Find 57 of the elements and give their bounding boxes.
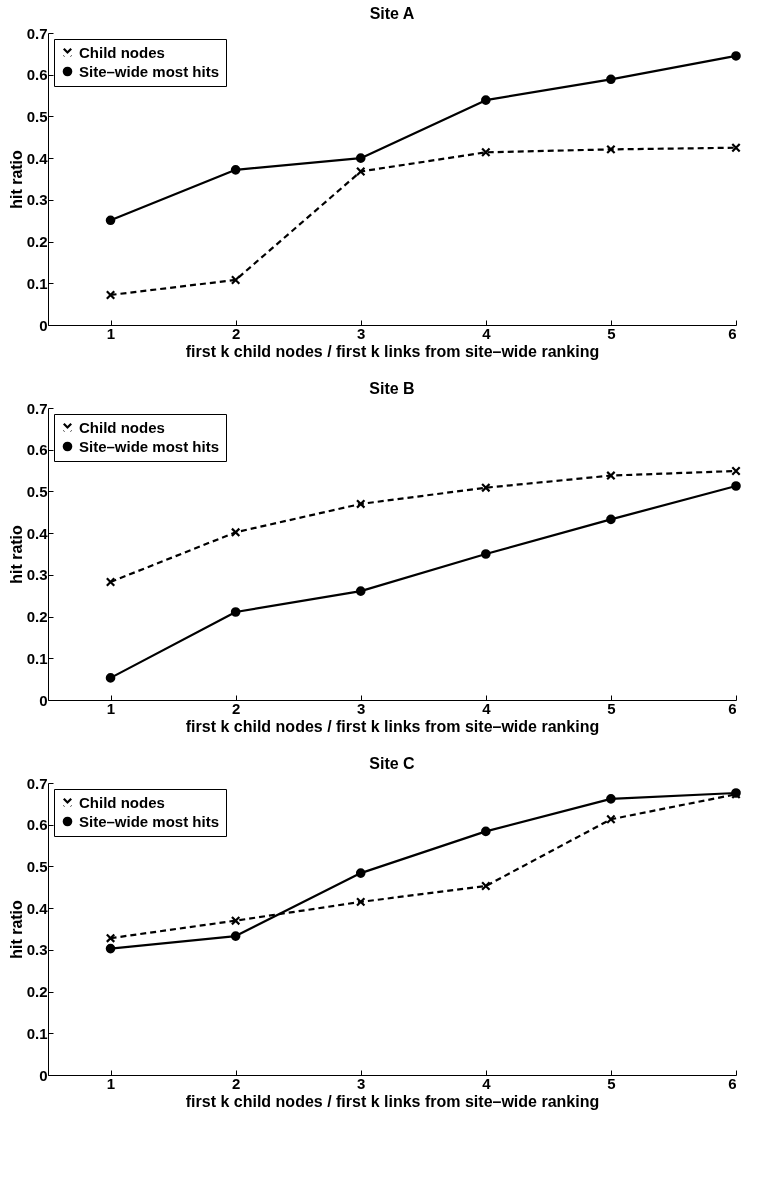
- y-tick-label: 0.1: [26, 274, 48, 292]
- legend-label: Child nodes: [79, 793, 165, 811]
- y-tick-label: 0.2: [26, 233, 48, 251]
- x-axis-title: first k child nodes / first k links from site–wide ranking: [185, 717, 600, 735]
- x-tick-label: 3: [357, 324, 366, 342]
- y-tick-label: 0.4: [26, 149, 49, 167]
- x-tick-label: 5: [607, 324, 616, 342]
- y-tick-label: 0.7: [26, 24, 48, 42]
- y-tick-label: 0.4: [26, 899, 49, 917]
- legend-label: Child nodes: [79, 43, 165, 61]
- y-axis-title: hit ratio: [7, 524, 25, 584]
- y-tick-label: 0.3: [26, 941, 48, 959]
- chart-title: Site B: [369, 380, 415, 397]
- legend-label: Site–wide most hits: [79, 812, 220, 830]
- y-tick-label: 0: [39, 316, 48, 334]
- legend-label: Site–wide most hits: [79, 62, 220, 80]
- y-tick-label: 0.1: [26, 1024, 48, 1042]
- x-tick-label: 3: [357, 699, 366, 717]
- x-tick-label: 1: [106, 1074, 116, 1092]
- x-axis-title: first k child nodes / first k links from site–wide ranking: [185, 1092, 600, 1110]
- y-tick-label: 0.3: [26, 191, 48, 209]
- x-tick-label: 4: [482, 699, 492, 717]
- y-tick-label: 0.3: [26, 566, 48, 584]
- x-axis-title: first k child nodes / first k links from site–wide ranking: [185, 342, 600, 360]
- y-tick-label: 0.7: [26, 774, 48, 792]
- y-tick-label: 0.2: [26, 608, 48, 626]
- y-tick-label: 0: [39, 1066, 48, 1084]
- y-tick-label: 0: [39, 691, 48, 709]
- y-tick-label: 0.6: [26, 441, 48, 459]
- x-tick-label: 2: [231, 1074, 241, 1092]
- y-tick-label: 0.5: [26, 857, 48, 875]
- x-tick-label: 2: [231, 699, 241, 717]
- y-tick-label: 0.6: [26, 66, 48, 84]
- y-tick-label: 0.1: [26, 649, 48, 667]
- x-tick-label: 4: [482, 1074, 492, 1092]
- x-tick-label: 3: [357, 1074, 366, 1092]
- x-tick-label: 6: [728, 324, 737, 342]
- legend-label: Child nodes: [79, 418, 165, 436]
- x-tick-label: 5: [607, 699, 616, 717]
- x-tick-label: 2: [231, 324, 241, 342]
- y-tick-label: 0.6: [26, 816, 48, 834]
- y-axis-title: hit ratio: [7, 899, 25, 959]
- y-tick-label: 0.7: [26, 399, 48, 417]
- x-tick-label: 4: [482, 324, 492, 342]
- x-tick-label: 1: [106, 699, 116, 717]
- y-tick-label: 0.4: [26, 524, 49, 542]
- legend-label: Site–wide most hits: [79, 437, 220, 455]
- y-tick-label: 0.5: [26, 107, 48, 125]
- x-tick-label: 5: [607, 1074, 616, 1092]
- x-tick-label: 6: [728, 1074, 737, 1092]
- x-tick-label: 1: [106, 324, 116, 342]
- y-axis-title: hit ratio: [7, 149, 25, 209]
- y-tick-label: 0.5: [26, 482, 48, 500]
- y-tick-label: 0.2: [26, 983, 48, 1001]
- chart-title: Site C: [369, 755, 416, 772]
- chart-title: Site A: [369, 5, 415, 22]
- x-tick-label: 6: [728, 699, 737, 717]
